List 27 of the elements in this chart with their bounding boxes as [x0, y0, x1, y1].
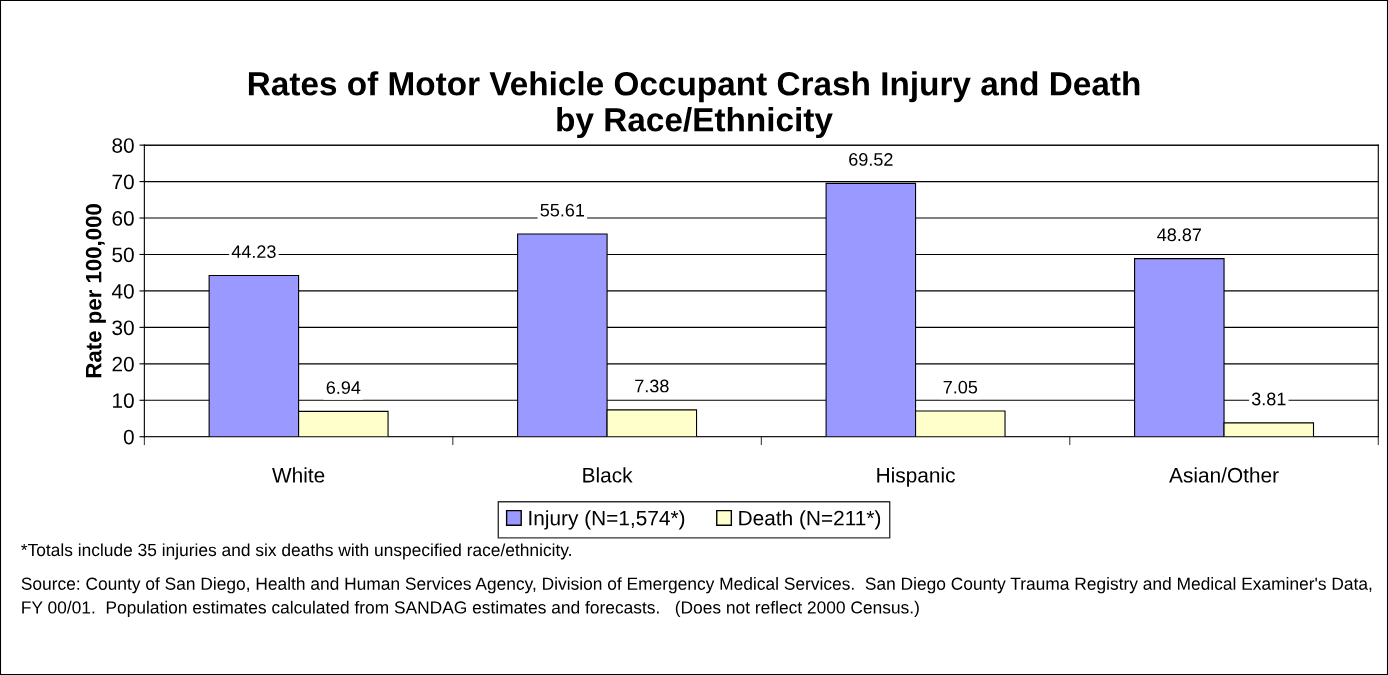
y-tick-label: 70 — [112, 174, 134, 190]
chart-title: Rates of Motor Vehicle Occupant Crash Injury and Death by Race/Ethnicity — [248, 71, 1140, 139]
data-label: 55.61 — [540, 203, 585, 217]
y-tick-label: 60 — [112, 211, 134, 226]
y-tick-label: 20 — [112, 356, 134, 372]
y-tick-label: 10 — [113, 393, 134, 409]
data-label: 48.87 — [1157, 228, 1201, 242]
source-note: Source: County of San Diego, Health and Human Services Agency, Division of Emergency Medical Services. San Diego County Trauma Registry and Medical Examiner's Data, FY 00/01. Population estimates calculated from SANDAG estimates and forecasts. (Does not reflect 2000 Census.) — [21, 577, 1372, 618]
y-tick-label: 30 — [112, 320, 134, 336]
data-label: 6.94 — [326, 381, 361, 394]
x-tick-label: Hispanic — [877, 467, 955, 487]
y-tick-label: 50 — [112, 247, 134, 263]
x-tick-label: White — [272, 467, 325, 483]
text: *Totals include 35 injuries and six deaths with unspecified race/ethnicity. — [21, 543, 571, 560]
data-label: 7.38 — [635, 379, 669, 393]
y-tick-label: 80 — [112, 138, 134, 153]
y-tick-label: 0 — [123, 429, 134, 445]
legend-label: Death (N=211*) — [739, 510, 881, 530]
y-tick-label: 40 — [111, 283, 134, 299]
data-label: 69.52 — [849, 153, 893, 166]
data-label: 7.05 — [943, 380, 978, 394]
x-tick-label: Black — [583, 467, 633, 483]
x-tick-label: Asian/Other — [1169, 467, 1279, 483]
legend-label: Injury (N=1,574*) — [529, 510, 685, 530]
y-axis-title: Rate per 100,000 — [85, 204, 106, 378]
data-label: 3.81 — [1251, 392, 1286, 406]
data-label: 44.23 — [231, 245, 276, 259]
